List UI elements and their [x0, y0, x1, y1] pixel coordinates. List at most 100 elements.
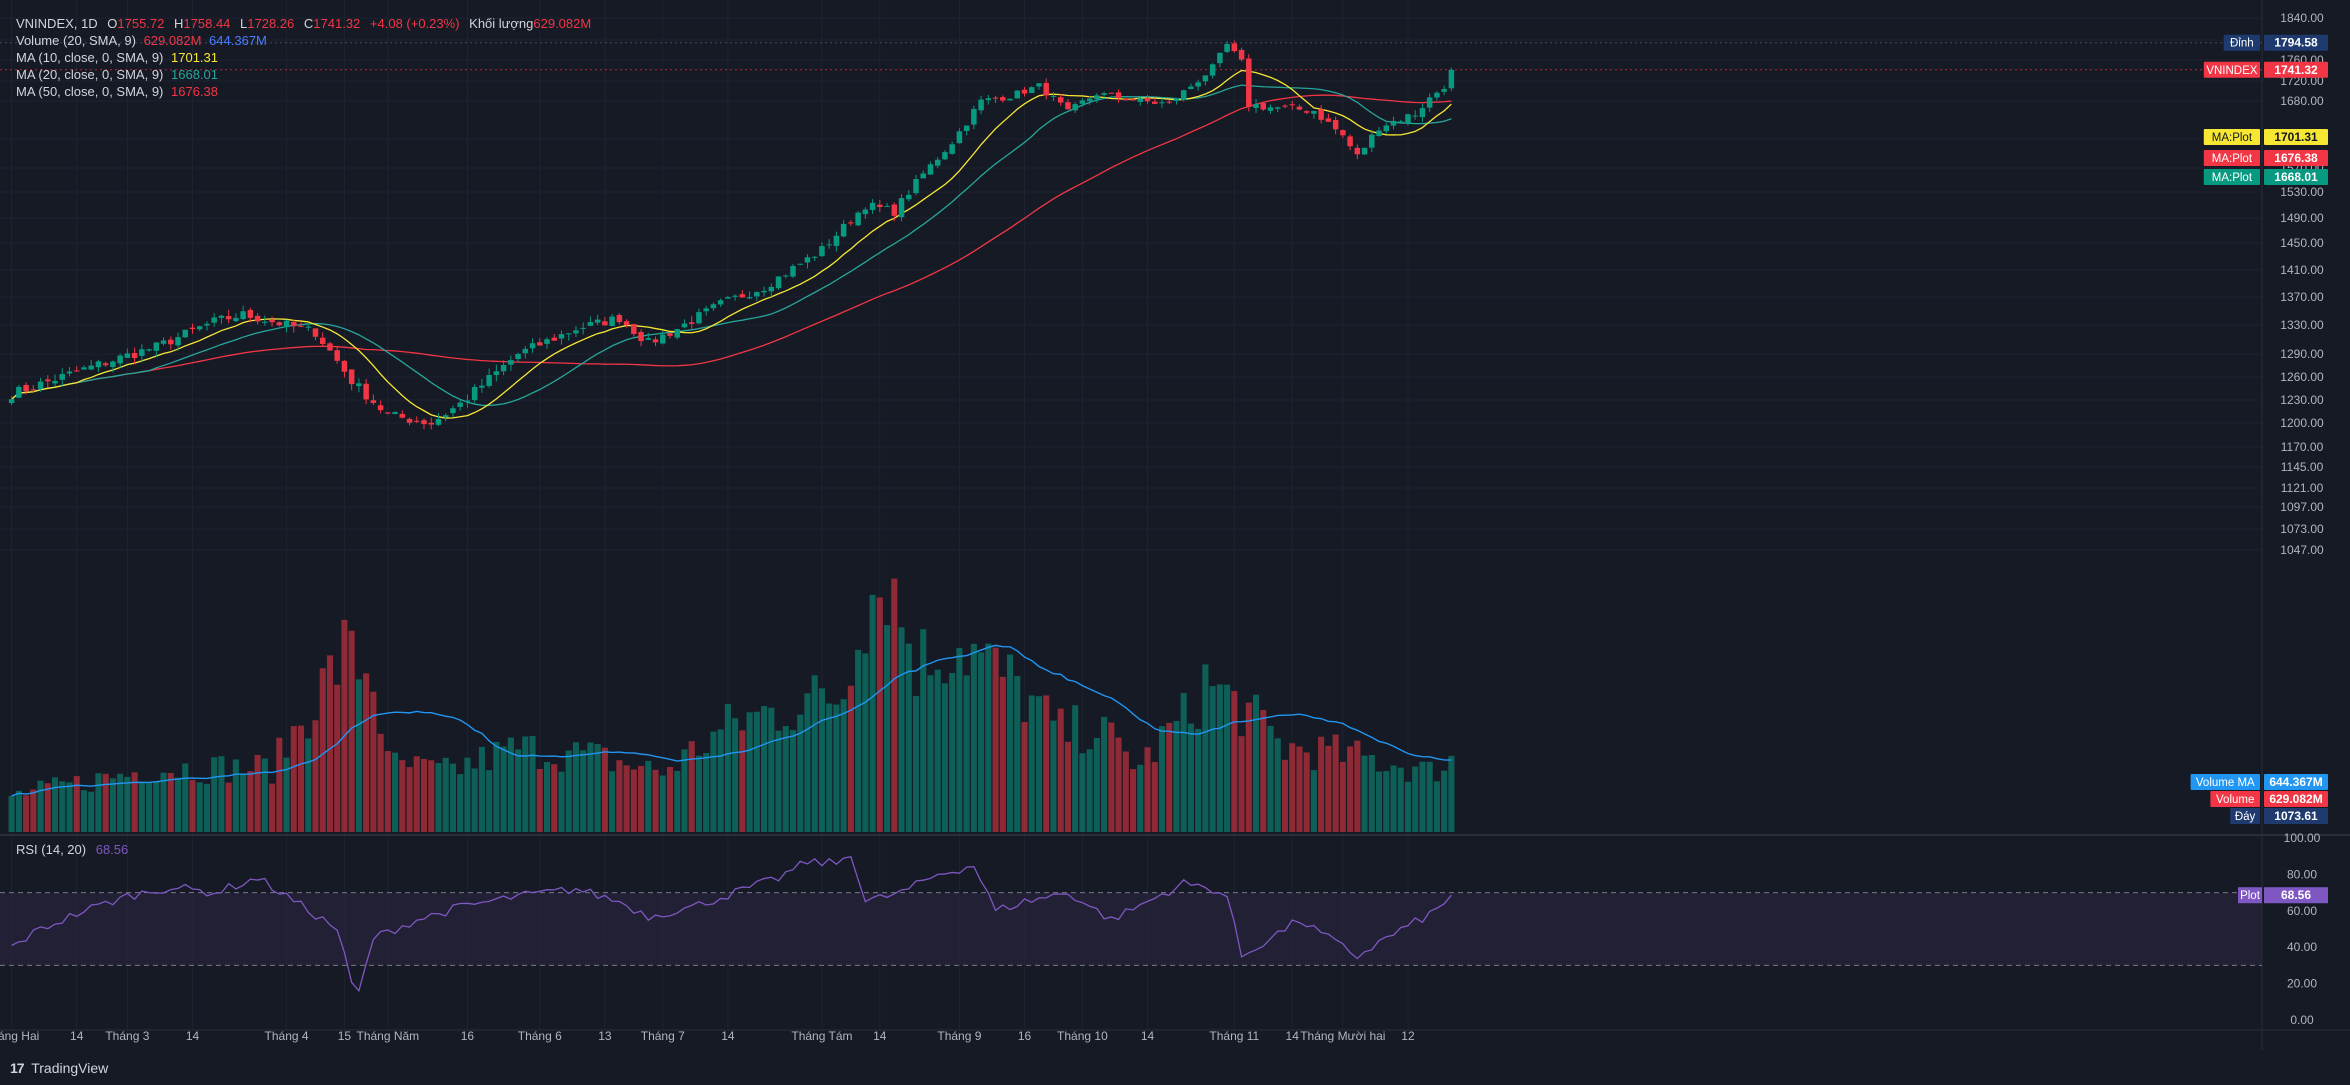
candle-body: [1332, 119, 1339, 130]
volume-bar: [1383, 771, 1390, 832]
candle-body: [211, 317, 217, 323]
volume-bar: [695, 755, 702, 832]
volume-bar: [348, 630, 355, 832]
candle: [479, 378, 485, 393]
volume-bar: [1079, 753, 1086, 832]
price-label-name: MA:Plot: [2212, 172, 2253, 184]
rsi-label-value-bg: [2264, 887, 2328, 904]
volume-bar: [666, 767, 674, 832]
candle-body: [1296, 106, 1303, 110]
candle: [1202, 75, 1209, 86]
candle: [1376, 127, 1382, 137]
time-tick-label: Tháng 4: [265, 1029, 309, 1043]
volume-bar: [167, 772, 174, 832]
candle: [1137, 96, 1144, 106]
price-label-value: 1073.61: [2274, 809, 2318, 823]
indicator-ma20[interactable]: MA (20, close, 0, SMA, 9) 1668.01: [16, 66, 591, 83]
tradingview-brand[interactable]: 17 TradingView: [10, 1060, 108, 1076]
candle: [182, 329, 189, 339]
candle-body: [73, 370, 80, 372]
indicator-volume[interactable]: Volume (20, SMA, 9) 629.082M 644.367M: [16, 32, 591, 49]
candle: [992, 95, 999, 104]
candle: [341, 359, 348, 378]
candle: [877, 199, 883, 212]
time-tick-label: 14: [70, 1029, 84, 1043]
candle-body: [544, 339, 550, 344]
candle-body: [1115, 92, 1122, 98]
ohlc-row[interactable]: VNINDEX, 1D O1755.72 H1758.44 L1728.26 C…: [16, 15, 591, 32]
candle: [1282, 104, 1288, 109]
volume-bar: [905, 643, 912, 832]
candle-body: [1151, 101, 1158, 104]
volume-bar: [174, 777, 182, 832]
volume-bar: [225, 782, 232, 832]
candle-body: [1303, 111, 1310, 113]
rsi-label: RSI (14, 20): [16, 842, 87, 857]
candle-body: [1108, 92, 1115, 94]
volume-bar: [182, 763, 189, 832]
candle: [168, 336, 174, 350]
candle: [551, 334, 557, 341]
candle-body: [537, 342, 543, 346]
volume-bar: [927, 675, 934, 832]
volume-bar: [428, 760, 435, 832]
rsi-label-name: Plot: [2240, 890, 2261, 902]
candle-body: [81, 367, 87, 370]
candle-body: [1361, 147, 1368, 155]
time-axis[interactable]: Tháng Hai 14 Tháng 3 14 Tháng 4 15 Tháng Năm 16…: [0, 1029, 1415, 1043]
candle: [66, 367, 73, 377]
candle: [421, 418, 427, 430]
price-tick-label: 1260.00: [2280, 370, 2324, 384]
brand-name: TradingView: [31, 1060, 109, 1076]
candle-body: [688, 322, 695, 324]
candle-body: [110, 361, 116, 368]
time-tick-label: 12: [1401, 1029, 1415, 1043]
volume-bar: [399, 760, 406, 832]
candle: [1390, 116, 1397, 130]
rsi-label-value: 68.56: [2281, 888, 2311, 902]
candle-body: [1376, 130, 1382, 137]
candle: [1014, 90, 1021, 99]
candle-body: [1130, 99, 1136, 101]
candle-body: [565, 333, 572, 335]
candle: [348, 369, 355, 391]
candle: [819, 242, 825, 257]
candle-body: [725, 297, 731, 299]
rsi-legend[interactable]: RSI (14, 20) 68.56: [16, 842, 128, 857]
volume-bar: [1433, 781, 1440, 832]
candle-body: [1260, 103, 1267, 110]
candle: [775, 276, 782, 290]
volume-bar: [406, 767, 413, 832]
volume-bar: [355, 679, 362, 832]
candle: [305, 323, 312, 332]
candle-body: [609, 316, 615, 327]
indicator-ma10[interactable]: MA (10, close, 0, SMA, 9) 1701.31: [16, 49, 591, 66]
candle: [225, 309, 232, 324]
candle: [1094, 92, 1100, 103]
candle-body: [1419, 108, 1426, 118]
indicator-ma50[interactable]: MA (50, close, 0, SMA, 9) 1676.38: [16, 83, 591, 100]
candle: [594, 314, 601, 325]
candle: [1311, 110, 1317, 119]
volume-bar: [449, 763, 456, 832]
volume-bar: [153, 781, 160, 832]
volume-bar: [1354, 740, 1361, 832]
candle-body: [117, 355, 123, 364]
candle: [1274, 106, 1281, 113]
candle: [1166, 99, 1172, 105]
candle: [1057, 93, 1064, 106]
candle: [1086, 95, 1093, 105]
volume-bar: [442, 757, 449, 832]
candle-body: [486, 375, 492, 387]
volume-bar: [775, 730, 782, 832]
ma20-line: [11, 84, 1452, 407]
symbol-label[interactable]: VNINDEX, 1D: [16, 16, 98, 31]
candles[interactable]: [8, 40, 1455, 430]
candle-body: [1231, 43, 1238, 52]
candle-body: [189, 327, 196, 329]
candle: [797, 263, 803, 266]
volume-bar: [203, 783, 211, 832]
volume-bar: [37, 780, 44, 832]
candle: [1043, 78, 1049, 100]
